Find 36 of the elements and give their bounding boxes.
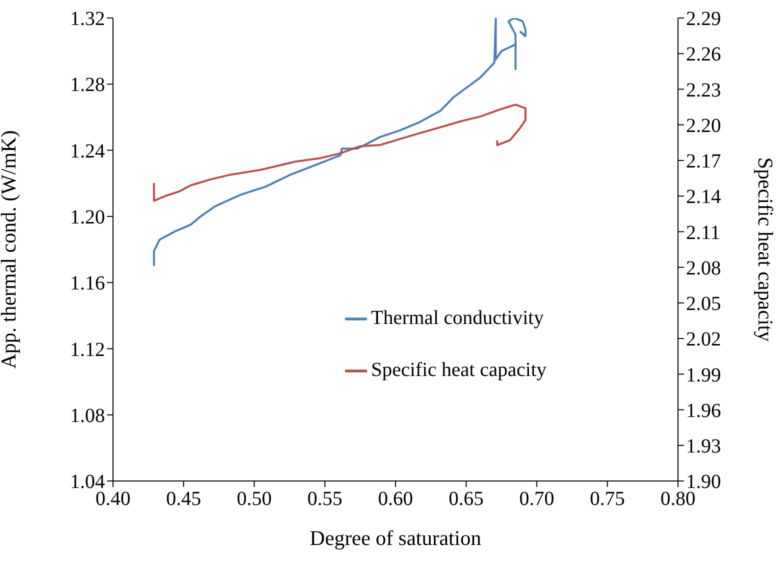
x-tick-label: 0.60: [378, 488, 413, 510]
y2-tick-label: 2.20: [686, 114, 721, 137]
y2-tick-label: 2.11: [686, 222, 720, 244]
y2-tick-label: 2.29: [686, 8, 721, 30]
x-tick-label: 0.50: [236, 488, 272, 510]
y2-tick-label: 1.99: [686, 364, 721, 386]
x-tick-label: 0.75: [590, 488, 625, 510]
y-tick-label: 1.28: [70, 74, 105, 96]
legend-label: Thermal conductivity: [371, 307, 544, 329]
line-series: [152, 104, 526, 202]
y-tick-label: 1.20: [70, 206, 105, 229]
x-tick-label: 0.65: [448, 488, 484, 510]
line-series: [152, 18, 526, 268]
y2-tick-label: 1.96: [686, 400, 721, 422]
y-axis-title: App. thermal cond. (W/mK): [0, 130, 20, 369]
x-tick-label: 0.55: [307, 488, 342, 510]
y2-tick-label: 2.05: [686, 293, 721, 316]
y2-tick-label: 2.17: [686, 150, 721, 173]
y2-tick-label: 2.14: [686, 186, 721, 208]
x-tick-label: 0.40: [96, 488, 130, 510]
y2-axis-title: Specific heat capacity: [754, 157, 778, 342]
x-axis-title: Degree of saturation: [310, 526, 482, 550]
x-tick-label: 0.70: [519, 488, 554, 510]
legend-label: Specific heat capacity: [371, 359, 546, 381]
y2-tick-label: 1.93: [686, 435, 721, 458]
y2-tick-label: 2.26: [686, 44, 721, 66]
x-tick-label: 0.45: [166, 488, 202, 510]
y2-tick-label: 2.08: [686, 257, 721, 280]
y2-tick-label: 2.02: [686, 328, 721, 351]
y-tick-label: 1.12: [70, 338, 105, 361]
y-tick-label: 1.24: [70, 140, 105, 162]
x-tick-label: 0.80: [660, 488, 696, 510]
y2-tick-label: 2.23: [686, 79, 721, 102]
y-tick-label: 1.08: [70, 404, 105, 427]
y-tick-label: 1.16: [70, 272, 105, 295]
y-tick-label: 1.32: [70, 8, 105, 30]
